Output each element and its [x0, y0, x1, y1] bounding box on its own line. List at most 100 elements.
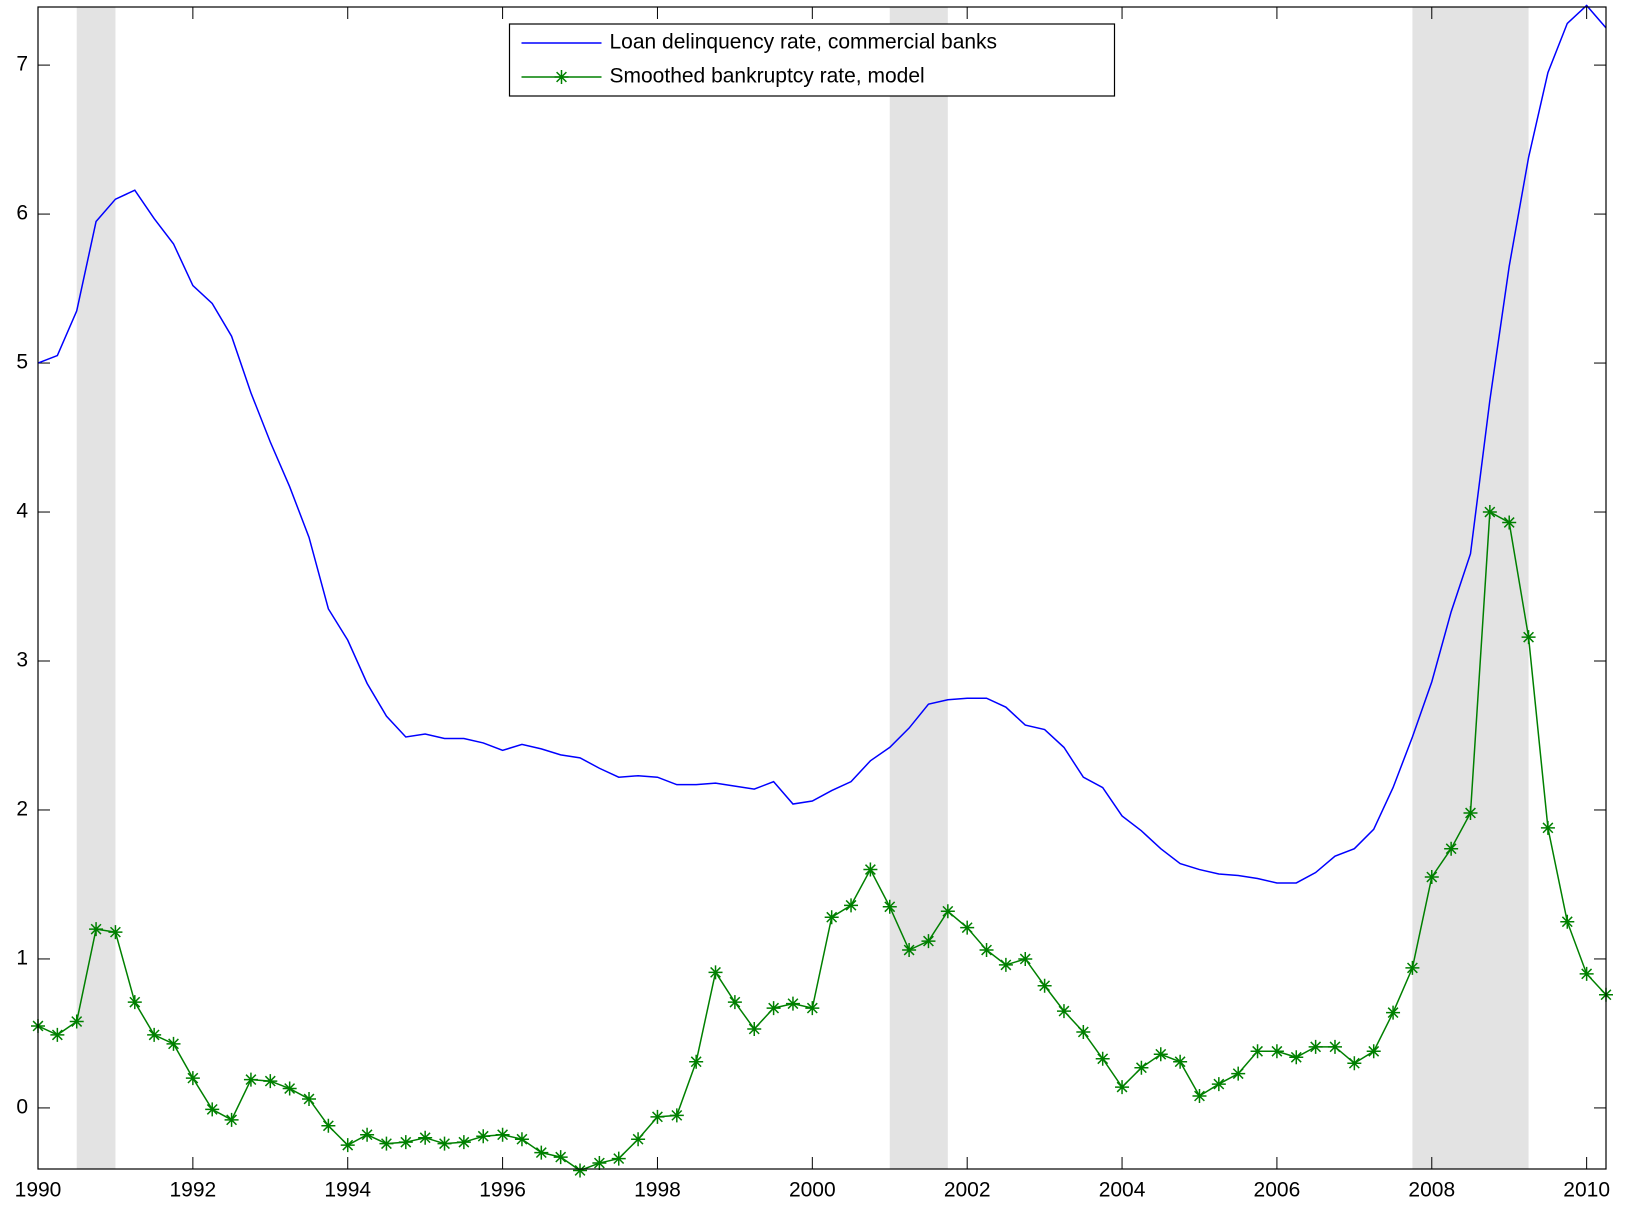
marker: [669, 1108, 684, 1123]
marker: [631, 1132, 646, 1147]
marker: [1192, 1089, 1207, 1103]
marker: [1289, 1050, 1304, 1065]
marker: [921, 934, 936, 949]
marker: [998, 957, 1013, 972]
marker: [495, 1127, 510, 1142]
marker: [689, 1054, 704, 1069]
marker: [1134, 1060, 1149, 1075]
marker: [1424, 870, 1439, 885]
legend-box: [508, 23, 1116, 97]
marker: [960, 920, 975, 935]
marker: [727, 995, 742, 1010]
marker: [1076, 1024, 1091, 1039]
marker: [89, 922, 104, 937]
marker: [573, 1163, 588, 1178]
marker: [1502, 515, 1517, 530]
marker: [1211, 1077, 1226, 1092]
marker: [592, 1156, 607, 1171]
marker: [844, 898, 859, 913]
marker: [1540, 820, 1555, 835]
y-tick-label: 0: [16, 1095, 28, 1118]
y-tick-label: 3: [16, 649, 28, 672]
marker: [611, 1151, 626, 1166]
marker: [379, 1136, 394, 1151]
marker: [902, 943, 917, 958]
y-tick-label: 7: [16, 53, 28, 76]
marker: [650, 1109, 665, 1124]
marker: [1037, 978, 1052, 993]
legend-label: Smoothed bankruptcy rate, model: [610, 65, 925, 88]
marker: [1269, 1044, 1284, 1059]
marker: [824, 910, 839, 925]
y-tick-label: 5: [16, 351, 28, 374]
marker: [1018, 951, 1033, 966]
marker: [1347, 1056, 1362, 1071]
marker: [476, 1129, 491, 1144]
marker: [1463, 805, 1478, 820]
marker: [302, 1091, 317, 1106]
marker: [766, 1001, 781, 1016]
marker: [1231, 1066, 1246, 1081]
x-tick-label: 2002: [944, 1179, 991, 1202]
marker: [1482, 505, 1497, 520]
y-tick-label: 4: [16, 500, 28, 523]
marker: [1579, 966, 1594, 981]
marker: [514, 1132, 529, 1147]
marker: [1560, 914, 1575, 929]
x-tick-label: 2000: [789, 1179, 836, 1202]
marker: [340, 1138, 355, 1153]
marker: [1366, 1044, 1381, 1059]
marker: [1115, 1080, 1130, 1095]
legend-label: Loan delinquency rate, commercial banks: [610, 31, 998, 54]
y-tick-label: 1: [16, 946, 28, 969]
legend: Loan delinquency rate, commercial banks S…: [508, 23, 1116, 97]
marker: [456, 1135, 471, 1150]
marker: [747, 1021, 762, 1036]
marker: [1308, 1039, 1323, 1054]
recession-band: [1412, 7, 1529, 1169]
marker: [50, 1027, 65, 1042]
marker: [263, 1074, 278, 1089]
y-tick-label: 6: [16, 202, 28, 225]
marker: [127, 995, 142, 1010]
x-tick-label: 1992: [170, 1179, 217, 1202]
marker: [805, 1001, 820, 1016]
x-tick-label: 2004: [1099, 1179, 1146, 1202]
marker: [1386, 1005, 1401, 1020]
marker: [1173, 1054, 1188, 1069]
x-tick-label: 1996: [479, 1179, 526, 1202]
marker: [1095, 1051, 1110, 1066]
marker: [1405, 960, 1420, 975]
marker: [553, 1150, 568, 1165]
marker: [1056, 1004, 1071, 1019]
marker: [185, 1071, 200, 1086]
marker: [166, 1036, 181, 1051]
recession-band: [76, 7, 116, 1169]
marker: [282, 1081, 297, 1096]
marker: [940, 904, 955, 919]
marker: [321, 1118, 336, 1133]
marker: [1521, 630, 1536, 645]
x-tick-label: 1990: [15, 1179, 62, 1202]
marker: [398, 1135, 413, 1150]
marker: [1153, 1047, 1168, 1062]
x-tick-label: 2010: [1563, 1179, 1610, 1202]
marker: [360, 1127, 375, 1142]
marker: [437, 1136, 452, 1151]
marker: [243, 1072, 258, 1087]
marker: [147, 1027, 162, 1042]
marker: [863, 862, 878, 877]
marker: [708, 965, 723, 980]
marker: [418, 1130, 433, 1145]
plot-frame: [37, 6, 1607, 1170]
series-line: [37, 510, 1607, 1172]
marker: [205, 1102, 220, 1117]
marker: [1327, 1039, 1342, 1054]
x-tick-label: 2008: [1408, 1179, 1455, 1202]
legend-marker: [554, 70, 569, 84]
marker: [1250, 1044, 1265, 1059]
marker: [1444, 841, 1459, 856]
marker: [224, 1112, 239, 1127]
x-tick-label: 1994: [324, 1179, 371, 1202]
series-line: [37, 4, 1607, 884]
